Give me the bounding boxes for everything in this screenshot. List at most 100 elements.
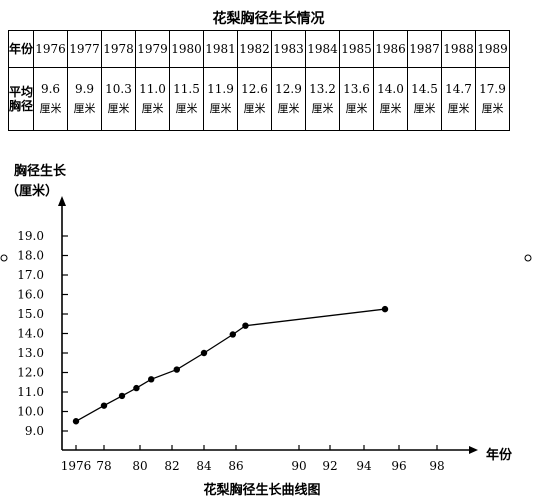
value-unit: 厘米 [209, 102, 232, 115]
y-tick-label: 11.0 [17, 385, 44, 399]
x-tick-label: 92 [322, 459, 337, 473]
y-tick-label: 13.0 [17, 346, 44, 360]
value-number: 9.6 [40, 82, 61, 96]
x-tick-label: 82 [164, 459, 179, 473]
value-number: 9.9 [74, 82, 95, 96]
y-tick-label: 10.0 [17, 405, 44, 419]
value-number: 14.5 [411, 82, 438, 96]
value-cell-1984: 13.2 厘米 [305, 67, 340, 131]
value-row: 平均胸径 9.6 厘米 9.9 厘米 10.3 厘米 11.0 厘米 11.5 厘米 11.9 厘米 1… [8, 67, 510, 131]
value-cell-1985: 13.6 厘米 [339, 67, 374, 131]
value-unit: 厘米 [481, 102, 504, 115]
data-point [242, 322, 249, 329]
year-cell-1982: 1982 [237, 30, 272, 68]
x-tick-label: 78 [96, 459, 111, 473]
value-cell-1981: 11.9 厘米 [203, 67, 238, 131]
data-point [148, 376, 155, 383]
x-axis-label: 年份 [486, 447, 513, 463]
value-unit: 厘米 [175, 102, 198, 115]
value-number: 13.6 [343, 82, 370, 96]
y-axis-label-line2: （厘米） [6, 183, 58, 199]
value-unit: 厘米 [345, 102, 368, 115]
value-cell-1988: 14.7 厘米 [441, 67, 476, 131]
decorative-circle-right [524, 254, 532, 262]
value-unit: 厘米 [413, 102, 436, 115]
value-number: 11.5 [173, 82, 200, 96]
x-tick-label: 94 [356, 459, 372, 473]
value-cell-1980: 11.5 厘米 [169, 67, 204, 131]
value-number: 10.3 [105, 82, 132, 96]
data-point [381, 305, 389, 313]
x-tick-label: 1976 [61, 459, 92, 473]
value-unit: 厘米 [141, 102, 164, 115]
value-number: 11.9 [207, 82, 234, 96]
year-header-cell: 年份 [8, 30, 34, 68]
x-tick-label: 96 [391, 459, 406, 473]
value-number: 11.0 [139, 82, 166, 96]
data-point [118, 392, 126, 400]
value-number: 17.9 [479, 82, 506, 96]
y-tick-label: 12.0 [17, 366, 44, 380]
value-cell-1976: 9.6 厘米 [33, 67, 68, 131]
value-number: 14.0 [377, 82, 404, 96]
year-cell-1977: 1977 [67, 30, 102, 68]
x-tick-label: 80 [132, 459, 147, 473]
year-cell-1989: 1989 [475, 30, 510, 68]
y-axis-label-line1: 胸径生长 [14, 163, 67, 179]
value-unit: 厘米 [39, 102, 62, 115]
value-cell-1987: 14.5 厘米 [407, 67, 442, 131]
y-tick-label: 15.0 [17, 307, 44, 321]
series-growth [72, 305, 389, 425]
value-unit: 厘米 [243, 102, 266, 115]
y-tick-label: 19.0 [17, 229, 44, 243]
value-cell-1978: 10.3 厘米 [101, 67, 136, 131]
value-number: 14.7 [445, 82, 472, 96]
value-number: 12.6 [241, 82, 268, 96]
data-point [100, 402, 108, 409]
value-cell-1982: 12.6 厘米 [237, 67, 272, 131]
value-cell-1979: 11.0 厘米 [135, 67, 170, 131]
y-tick-label: 16.0 [17, 288, 44, 302]
year-cell-1976: 1976 [33, 30, 68, 68]
tick-marks: 9.0 10.0 11.0 12.0 13.0 14.0 15.0 16.0 17.0 18.0 1… [17, 229, 444, 473]
value-header-cell: 平均胸径 [8, 67, 34, 131]
data-point [229, 331, 236, 338]
value-unit: 厘米 [311, 102, 334, 115]
table-title: 花梨胸径生长情况 [212, 11, 325, 27]
axes [58, 196, 478, 454]
x-axis-arrow [469, 446, 478, 454]
value-cell-1977: 9.9 厘米 [67, 67, 102, 131]
growth-data-table: 年份 1976 1977 1978 1979 1980 1981 1982 1983 1984 1… [8, 30, 510, 131]
value-number: 13.2 [309, 82, 336, 96]
value-unit: 厘米 [277, 102, 300, 115]
value-cell-1983: 12.9 厘米 [271, 67, 306, 131]
x-tick-label: 90 [291, 459, 306, 473]
year-cell-1985: 1985 [339, 30, 374, 68]
value-cell-1986: 14.0 厘米 [373, 67, 408, 131]
x-tick-label: 86 [228, 459, 243, 473]
value-number: 12.9 [275, 82, 302, 96]
y-tick-label: 9.0 [25, 424, 44, 438]
data-point [72, 418, 80, 425]
x-tick-label: 98 [429, 459, 444, 473]
chart-title: 花梨胸径生长曲线图 [203, 482, 320, 497]
x-tick-label: 84 [196, 459, 212, 473]
value-unit: 厘米 [379, 102, 402, 115]
year-cell-1978: 1978 [101, 30, 136, 68]
value-cell-1989: 17.9 厘米 [475, 67, 510, 131]
y-tick-label: 18.0 [17, 249, 44, 263]
value-unit: 厘米 [107, 102, 130, 115]
y-tick-label: 14.0 [17, 327, 44, 341]
series-line [75, 308, 386, 422]
data-point [133, 384, 140, 392]
decorative-circle-left [0, 254, 8, 262]
value-unit: 厘米 [73, 102, 96, 115]
data-point [173, 366, 180, 373]
year-cell-1988: 1988 [441, 30, 476, 68]
year-cell-1981: 1981 [203, 30, 238, 68]
year-cell-1980: 1980 [169, 30, 204, 68]
value-unit: 厘米 [447, 102, 470, 115]
y-tick-label: 17.0 [17, 268, 44, 282]
data-point [200, 349, 208, 357]
